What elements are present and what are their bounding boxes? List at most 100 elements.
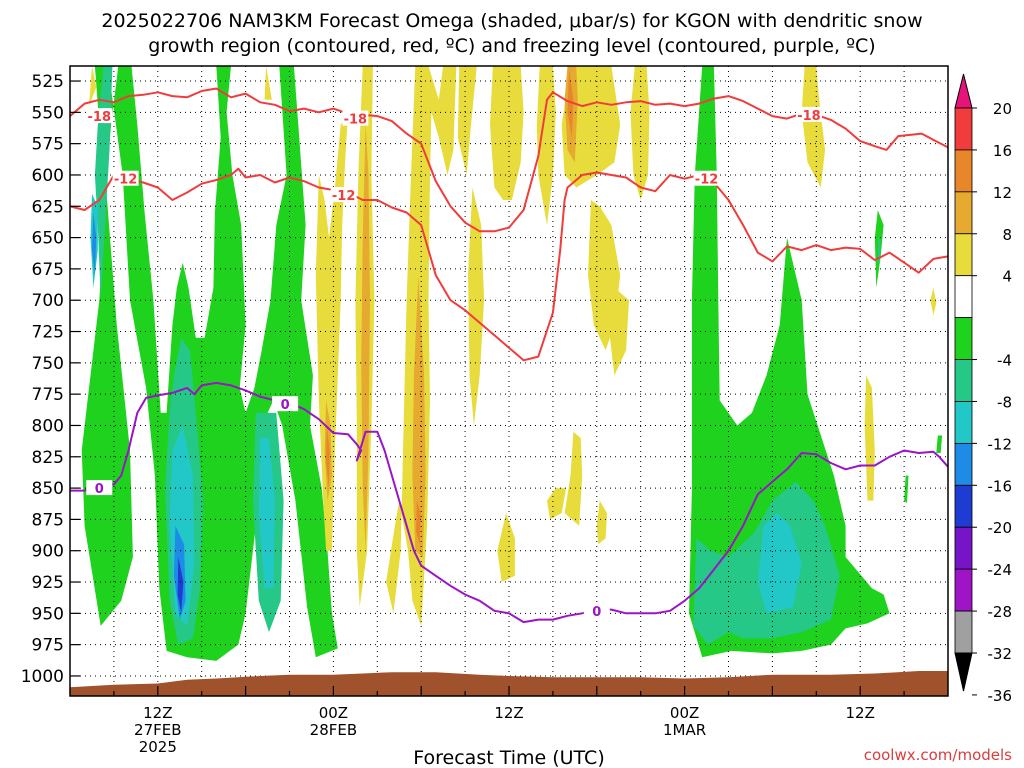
y-tick-label-700: 700: [32, 291, 64, 311]
contour-label-bg: [86, 480, 113, 496]
colorbar-bin-8: [954, 442, 973, 486]
colorbar-label-7: -12: [988, 435, 1013, 453]
colorbar-label-5: -4: [997, 352, 1012, 370]
colorbar-label-6: -8: [997, 393, 1012, 411]
colorbar-label-8: -16: [988, 477, 1013, 495]
x-tick-label-0-0: 12Z: [143, 704, 172, 722]
contour-label-bg: [342, 110, 369, 126]
watermark: coolwx.com/models: [864, 746, 1012, 764]
colorbar-bin-9: [954, 484, 973, 528]
contour-label-bg: [583, 602, 610, 618]
omega-region-25: [536, 66, 556, 226]
omega-region-31: [497, 513, 515, 582]
omega-region-18: [264, 66, 272, 100]
y-tick-label-750: 750: [32, 354, 64, 374]
y-tick-label-825: 825: [32, 448, 64, 468]
y-tick-label-650: 650: [32, 229, 64, 249]
colorbar-label-12: -32: [988, 645, 1013, 663]
x-axis-title: Forecast Time (UTC): [413, 747, 604, 768]
omega-region-16: [936, 435, 943, 453]
colorbar-label-4: 4: [1002, 268, 1012, 286]
omega-region-17: [89, 66, 97, 107]
colorbar-label-0: 20: [993, 100, 1012, 118]
colorbar-bin-5: [954, 317, 973, 360]
omega-region-30: [564, 431, 583, 526]
omega-region-1: [94, 66, 113, 301]
contour-label-2-2: 0: [592, 605, 601, 620]
contour-label-1-2: -12: [695, 173, 719, 188]
y-tick-label-525: 525: [32, 72, 64, 92]
omega-region-9: [177, 557, 184, 614]
contour-line-1: [70, 167, 948, 362]
omega-region-24: [490, 66, 524, 200]
contour-label-2-0: 0: [95, 482, 104, 497]
colorbar-bin-6: [954, 359, 973, 402]
omega-region-7: [92, 212, 97, 276]
colorbar-label-9: -20: [988, 519, 1013, 537]
x-tick-label-1-0: 00Z: [319, 704, 348, 722]
x-tick-label-0-2: 2025: [139, 738, 177, 756]
omega-region-33: [630, 66, 650, 200]
x-tick-label-4-0: 12Z: [846, 704, 875, 722]
colorbar-bin-10: [954, 526, 973, 570]
contour-line-2: [70, 381, 948, 624]
colorbar-bottom-triangle: [954, 652, 973, 692]
omega-region-35: [864, 375, 875, 501]
colorbar-bin-0: [954, 107, 973, 151]
omega-region-23: [468, 187, 485, 426]
x-tick-label-3-0: 00Z: [670, 704, 699, 722]
omega-region-28: [608, 287, 629, 376]
y-tick-label-800: 800: [32, 416, 64, 436]
colorbar-top-triangle: [954, 73, 973, 109]
colorbar-bin-11: [954, 568, 973, 612]
contour-label-0-2: -18: [797, 109, 821, 124]
colorbar-bin-1: [954, 149, 973, 193]
y-tick-label-975: 975: [32, 636, 64, 656]
omega-region-12: [757, 513, 802, 614]
colorbar-bin-12: [954, 610, 973, 654]
y-tick-label-675: 675: [32, 260, 64, 280]
y-tick-label-925: 925: [32, 573, 64, 593]
y-tick-label-625: 625: [32, 197, 64, 217]
contour-label-0-1: -18: [344, 113, 368, 128]
omega-region-10: [689, 66, 890, 658]
contour-label-bg: [272, 396, 299, 412]
colorbar-bin-2: [954, 191, 973, 235]
chart-title-line2: growth region (contoured, red, ºC) and f…: [148, 35, 875, 57]
y-tick-label-950: 950: [32, 604, 64, 624]
colorbar-bin-7: [954, 401, 973, 444]
omega-region-36: [930, 287, 937, 316]
omega-region-0: [81, 66, 338, 661]
x-tick-label-0-1: 27FEB: [134, 721, 181, 739]
y-tick-label-875: 875: [32, 510, 64, 530]
x-tick-label-1-1: 28FEB: [310, 721, 357, 739]
colorbar-label-3: 8: [1002, 226, 1012, 244]
temperature-contours: -18 -18 -18 -12 -12 -12 0 0 0: [70, 87, 948, 624]
colorbar-bin-4: [954, 275, 973, 319]
colorbar-label-13: -36: [988, 687, 1013, 705]
y-tick-label-900: 900: [32, 542, 64, 562]
colorbar-label-1: 16: [993, 142, 1012, 160]
colorbar-label-2: 12: [993, 184, 1012, 202]
omega-region-15: [904, 475, 909, 504]
contour-label-0-0: -18: [88, 110, 112, 125]
contour-label-1-1: -12: [332, 189, 356, 204]
contour-label-bg: [693, 170, 720, 186]
terrain-layer: [70, 671, 948, 696]
omega-region-43: [416, 500, 421, 545]
x-tick-label-2-0: 12Z: [494, 704, 523, 722]
contour-label-bg: [795, 106, 822, 122]
colorbar-bin-3: [954, 233, 973, 277]
colorbar-label-10: -24: [988, 561, 1013, 579]
chart-title-line1: 2025022706 NAM3KM Forecast Omega (shaded…: [101, 10, 922, 32]
omega-region-32: [596, 500, 607, 545]
omega-region-37: [361, 124, 370, 551]
contour-label-2-1: 0: [281, 398, 290, 413]
omega-region-34: [801, 66, 826, 188]
y-tick-label-575: 575: [32, 135, 64, 155]
omega-shaded-layer: [81, 66, 943, 661]
contour-label-bg: [112, 170, 139, 186]
contour-label-bg: [330, 187, 357, 203]
